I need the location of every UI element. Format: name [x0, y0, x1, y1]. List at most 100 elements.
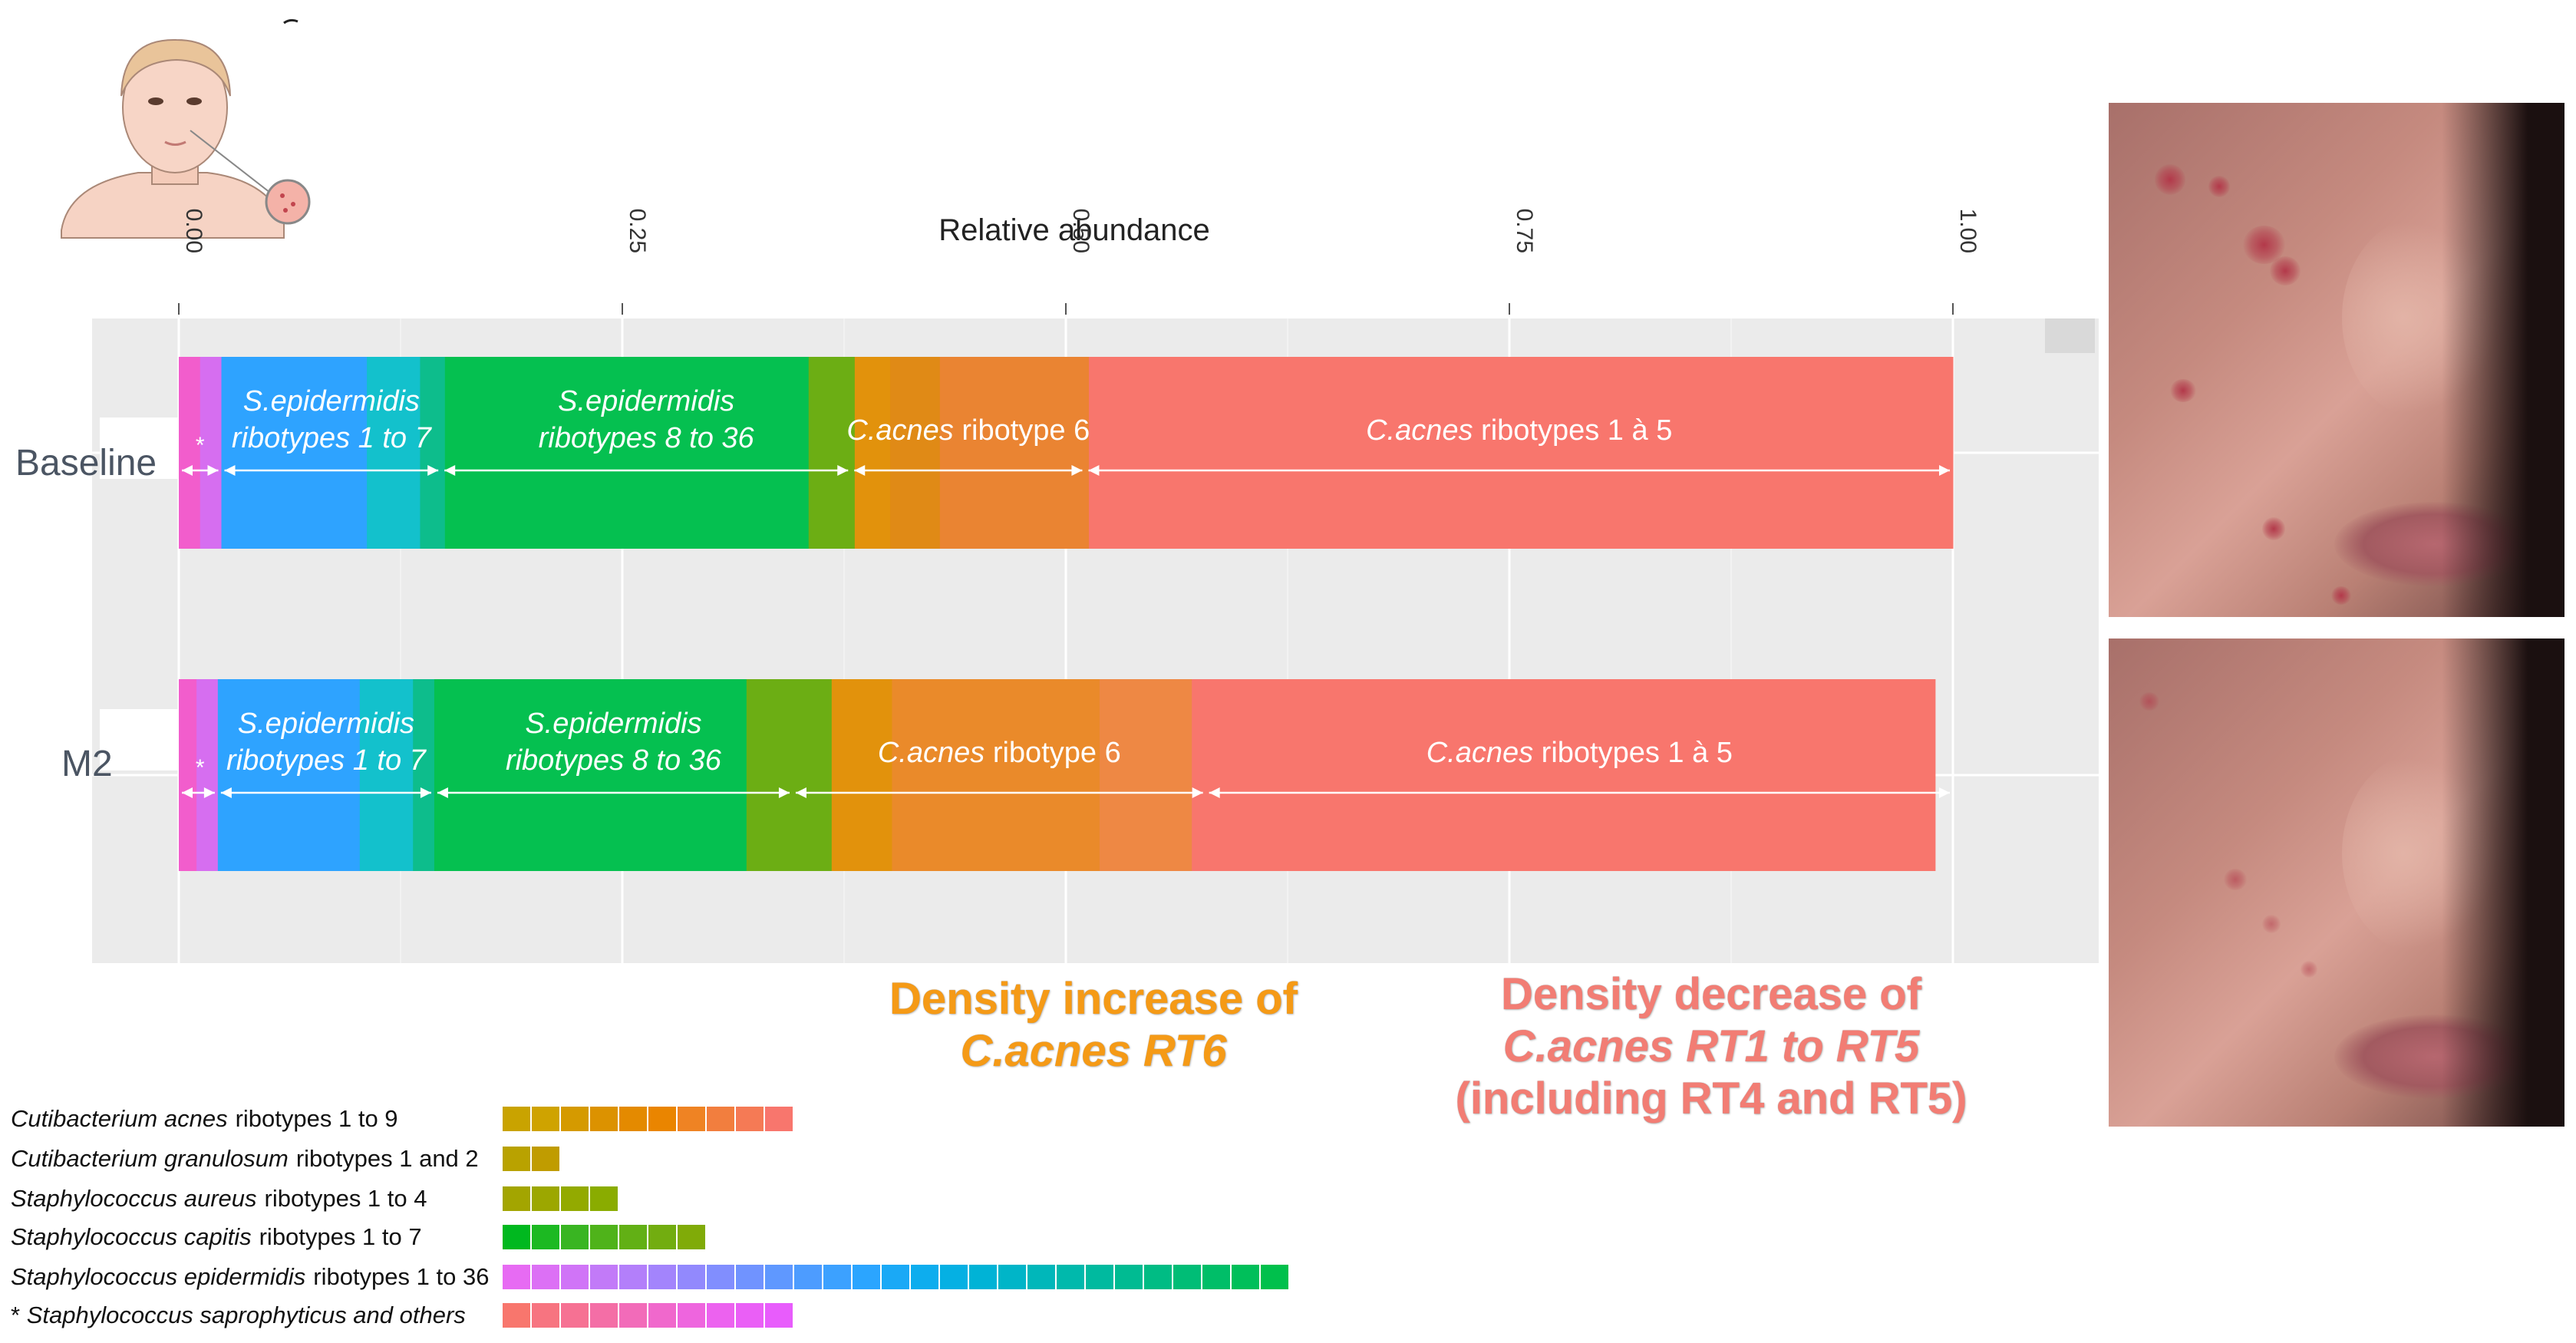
legend-swatch	[1173, 1265, 1201, 1289]
legend-swatch	[765, 1107, 793, 1131]
arrow-head-left	[220, 787, 232, 798]
arrow-head-left	[795, 787, 806, 798]
legend-swatch	[590, 1303, 618, 1328]
legend-swatch	[1086, 1265, 1113, 1289]
density-increase-line1: Density increase of	[889, 974, 1298, 1024]
legend-swatch	[561, 1186, 589, 1211]
segment-label: S.epidermidis	[243, 385, 420, 417]
legend-swatches	[503, 1225, 707, 1249]
density-decrease-line2: C.acnes RT1 to RT5	[1502, 1021, 1920, 1071]
legend-swatch	[707, 1265, 734, 1289]
legend-swatch	[503, 1265, 530, 1289]
density-increase-annotation: Density increase of C.acnes RT6	[810, 973, 1377, 1077]
arrow-head-left	[437, 787, 448, 798]
legend-swatch	[619, 1265, 647, 1289]
legend-label: Staphylococcus aureus ribotypes 1 to 4	[11, 1185, 427, 1212]
arrow-head-right	[420, 787, 431, 798]
arrow-head-left	[182, 787, 193, 798]
legend-swatch	[619, 1107, 647, 1131]
legend-label: Cutibacterium granulosum ribotypes 1 and …	[11, 1145, 479, 1172]
legend-swatch	[911, 1265, 938, 1289]
legend-swatches	[503, 1265, 1290, 1289]
legend-swatch	[678, 1265, 705, 1289]
density-decrease-line1: Density decrease of	[1500, 969, 1922, 1019]
legend-swatch	[940, 1265, 968, 1289]
bar-segment	[179, 679, 197, 871]
legend-swatch	[561, 1303, 589, 1328]
legend-swatch	[503, 1303, 530, 1328]
legend-swatch	[707, 1107, 734, 1131]
bar-segment	[808, 357, 856, 549]
legend-swatch	[853, 1265, 880, 1289]
legend-swatch	[736, 1107, 764, 1131]
density-decrease-annotation: Density decrease of C.acnes RT1 to RT5 (…	[1397, 968, 2026, 1125]
legend-swatch	[561, 1225, 589, 1249]
legend-swatch	[532, 1265, 559, 1289]
legend-swatch	[678, 1225, 705, 1249]
legend-swatch	[503, 1107, 530, 1131]
legend-swatch	[590, 1265, 618, 1289]
segment-label: S.epidermidis	[558, 385, 734, 417]
legend-label: Cutibacterium acnes ribotypes 1 to 9	[11, 1105, 398, 1132]
segment-label: ribotypes 8 to 36	[539, 422, 755, 454]
legend-swatch	[503, 1225, 530, 1249]
bar-segment	[854, 357, 891, 549]
legend-swatch	[590, 1225, 618, 1249]
segment-label: C.acnes ribotype 6	[846, 414, 1090, 447]
legend-swatch	[736, 1303, 764, 1328]
arrow-head-right	[203, 787, 215, 798]
bar-segment	[179, 357, 201, 549]
arrow-head-left	[1088, 465, 1100, 476]
legend-swatch	[532, 1107, 559, 1131]
bar-segment	[892, 679, 1100, 871]
legend-swatch	[648, 1265, 676, 1289]
asterisk-marker: *	[196, 433, 205, 458]
legend-swatch	[969, 1265, 997, 1289]
arrow-head-right	[1071, 465, 1083, 476]
bar-segment	[221, 357, 368, 549]
legend-swatch	[619, 1225, 647, 1249]
bar-segment	[1099, 679, 1192, 871]
legend-swatch	[648, 1107, 676, 1131]
legend-row: Staphylococcus epidermidis ribotypes 1 to…	[11, 1260, 489, 1294]
legend-swatch	[619, 1303, 647, 1328]
segment-label: C.acnes ribotypes 1 à 5	[1366, 414, 1672, 447]
legend-swatch	[532, 1225, 559, 1249]
arrow-head-right	[1939, 465, 1950, 476]
arrow-head-right	[1192, 787, 1203, 798]
segment-label: ribotypes 1 to 7	[226, 744, 427, 777]
baseline-face-photo	[2109, 103, 2564, 617]
density-increase-line2: C.acnes RT6	[960, 1026, 1227, 1076]
legend-swatch	[1232, 1265, 1259, 1289]
bar-segment	[444, 357, 810, 549]
legend-swatch	[882, 1265, 909, 1289]
legend-label: Staphylococcus epidermidis ribotypes 1 to…	[11, 1263, 490, 1290]
bar-segment	[359, 679, 414, 871]
arrow-head-right	[427, 465, 439, 476]
legend-row: Cutibacterium acnes ribotypes 1 to 9	[11, 1102, 398, 1136]
row-label-background	[100, 417, 179, 479]
legend-swatch	[561, 1107, 589, 1131]
legend-swatch	[1261, 1265, 1288, 1289]
x-tick-label: 1.00	[1955, 209, 1981, 253]
bar-segment	[200, 357, 222, 549]
legend-swatch	[765, 1265, 793, 1289]
bar-segment	[1089, 357, 1954, 549]
segment-label: S.epidermidis	[525, 708, 701, 740]
bar-segment	[434, 679, 747, 871]
x-tick-label: 0.00	[181, 209, 206, 253]
row-label-background	[100, 709, 179, 770]
legend-swatch	[503, 1147, 530, 1171]
legend-swatch	[823, 1265, 851, 1289]
segment-label: ribotypes 1 to 7	[232, 422, 433, 454]
segment-label: C.acnes ribotype 6	[878, 737, 1121, 769]
arrow-head-right	[837, 465, 849, 476]
legend-row: Staphylococcus capitis ribotypes 1 to 7	[11, 1220, 422, 1254]
legend-swatch	[1027, 1265, 1055, 1289]
legend-swatch	[707, 1303, 734, 1328]
legend-swatches	[503, 1147, 561, 1171]
bar-segment	[217, 679, 361, 871]
legend-swatch	[1202, 1265, 1230, 1289]
legend-swatch	[648, 1225, 676, 1249]
